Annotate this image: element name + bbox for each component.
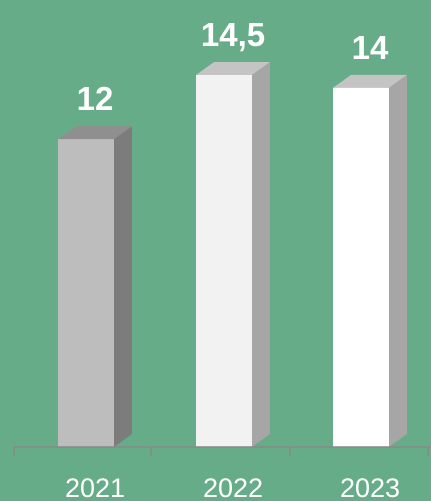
x-axis <box>13 446 431 456</box>
bar-front-face <box>58 139 114 447</box>
bar-front-face <box>196 75 252 447</box>
value-label: 12 <box>77 80 114 117</box>
bar-side-face <box>114 126 132 447</box>
bar-side-face <box>252 62 270 447</box>
bar-2021 <box>58 126 132 447</box>
value-label: 14,5 <box>201 16 265 53</box>
labels-group: 12 2021 14,5 2022 14 2023 <box>65 16 400 501</box>
bar-top-face <box>333 74 407 88</box>
bar-2023 <box>333 74 407 448</box>
bar-top-face <box>196 62 270 75</box>
bar-top-face <box>58 126 132 140</box>
bar-front-face <box>333 87 389 448</box>
value-label: 14 <box>352 29 389 66</box>
category-label: 2023 <box>340 473 400 501</box>
category-label: 2021 <box>65 473 125 501</box>
category-label: 2022 <box>203 473 263 501</box>
bar-side-face <box>389 74 407 448</box>
bar-2022 <box>196 62 270 447</box>
bars-group <box>58 62 407 448</box>
